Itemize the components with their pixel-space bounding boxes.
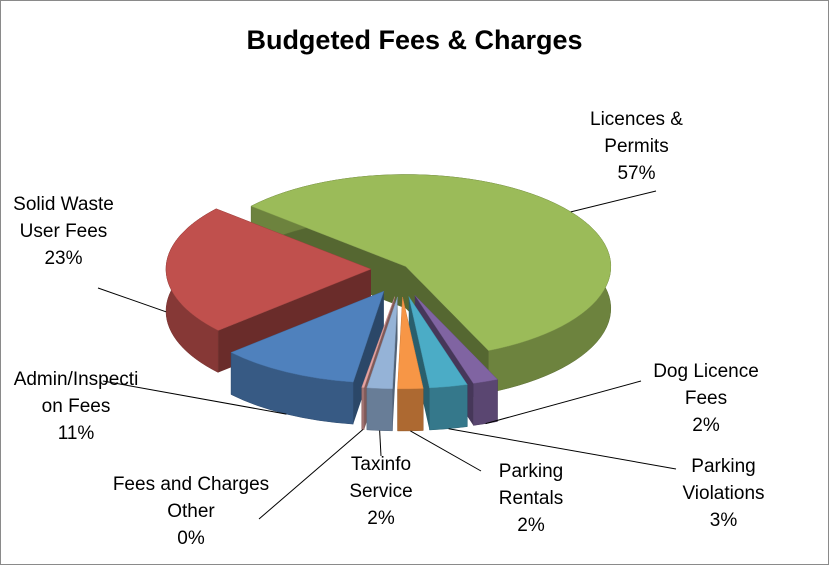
data-label: Parking Violations 3%	[666, 453, 781, 534]
value-label: 11%	[57, 423, 95, 444]
slice	[165, 208, 372, 331]
data-label: Licences & Permits 57%	[574, 106, 699, 187]
data-label: Parking Rentals 2%	[481, 458, 581, 539]
chart-title: Budgeted Fees & Charges	[246, 25, 583, 55]
category-label: Admin/Inspection Fees	[13, 369, 139, 417]
leader-line	[102, 380, 287, 415]
slice-wall	[473, 379, 498, 426]
slice-wall	[366, 387, 393, 432]
leader-line	[97, 287, 167, 313]
value-label: 2%	[517, 515, 545, 536]
value-label: 0%	[177, 528, 205, 549]
data-label: Fees and Charges Other 0%	[111, 471, 271, 552]
slice	[250, 174, 612, 351]
category-label: Licences & Permits	[590, 109, 683, 157]
value-label: 57%	[617, 163, 656, 184]
leader-line	[258, 429, 364, 520]
slice	[414, 295, 499, 384]
category-label: Taxinfo Service	[349, 454, 413, 502]
category-label: Dog Licence Fees	[653, 361, 759, 409]
leader-line	[410, 430, 482, 472]
value-label: 2%	[367, 508, 395, 529]
category-label: Solid Waste User Fees	[13, 194, 114, 242]
slice-wall	[361, 387, 365, 430]
data-label: Dog Licence Fees 2%	[646, 358, 766, 439]
slice	[408, 296, 468, 389]
slice	[230, 290, 385, 383]
slice	[361, 296, 396, 388]
slice	[397, 296, 424, 390]
value-label: 23%	[44, 248, 83, 269]
leader-line	[379, 430, 382, 457]
leader-line	[570, 190, 657, 213]
data-label: Admin/Inspection Fees 11%	[11, 366, 141, 447]
category-label: Parking Rentals	[498, 461, 564, 509]
slice	[366, 296, 398, 390]
category-label: Parking Violations	[682, 456, 765, 504]
slice-wall	[429, 384, 468, 431]
data-label: Solid Waste User Fees 23%	[6, 191, 121, 272]
value-label: 3%	[709, 510, 738, 531]
leader-line	[485, 380, 642, 425]
slice-wall	[397, 388, 424, 432]
leader-line	[448, 428, 677, 470]
data-label: Taxinfo Service 2%	[331, 451, 431, 532]
category-label: Fees and Charges Other	[112, 474, 270, 522]
value-label: 2%	[692, 415, 720, 436]
